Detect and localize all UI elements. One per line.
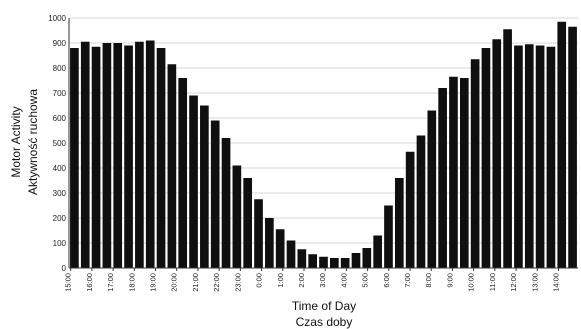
y-tick-label: 300 — [53, 189, 67, 198]
bar — [384, 205, 393, 268]
bar — [189, 95, 198, 268]
x-tick-label: 11:00 — [488, 273, 497, 291]
bar — [286, 240, 296, 268]
y-tick-label: 500 — [53, 139, 67, 148]
y-axis-title-line-2: Aktywność ruchowa — [26, 89, 40, 195]
bar — [470, 59, 480, 268]
x-tick-label: 21:00 — [191, 273, 200, 292]
bar — [340, 258, 350, 268]
y-tick-label: 800 — [53, 64, 67, 73]
y-tick-label: 600 — [53, 114, 67, 123]
bar — [265, 218, 274, 268]
x-tick-label: 19:00 — [149, 273, 158, 292]
bar — [546, 46, 556, 268]
x-tick-label: 1:00 — [276, 273, 285, 288]
bar — [481, 48, 491, 268]
x-tick-label: 0:00 — [255, 273, 264, 288]
bar — [275, 229, 285, 268]
bar — [232, 165, 242, 268]
y-tick-label: 700 — [53, 89, 67, 98]
bar — [459, 78, 469, 268]
bar — [514, 45, 523, 268]
bar — [373, 235, 382, 268]
bar — [568, 26, 577, 268]
bar — [449, 76, 458, 268]
x-tick-label: 14:00 — [551, 273, 560, 292]
x-tick-label: 5:00 — [361, 273, 370, 288]
x-tick-label: 7:00 — [403, 273, 412, 288]
x-tick-label: 8:00 — [424, 273, 433, 288]
x-tick-label: 3:00 — [318, 273, 327, 288]
bar — [200, 105, 209, 268]
x-tick-label: 18:00 — [127, 273, 136, 292]
y-tick-label: 200 — [53, 214, 67, 223]
bar — [156, 48, 166, 268]
bar — [297, 249, 307, 268]
x-tick-label: 23:00 — [233, 273, 242, 292]
x-tick-label: 15:00 — [64, 273, 73, 292]
x-tick-label: 12:00 — [509, 273, 518, 292]
bar — [70, 48, 79, 268]
bar — [557, 21, 567, 268]
y-tick-label: 1000 — [48, 14, 66, 23]
y-tick-label: 100 — [53, 239, 67, 248]
bar — [308, 254, 317, 268]
ticks-layer: 0 100 200 300 400 500 600 700 800 900 1000 15:00 16:… — [48, 14, 560, 292]
x-tick-label: 13:00 — [530, 273, 539, 292]
x-tick-label: 2:00 — [297, 273, 306, 288]
bar — [535, 45, 545, 268]
bar — [362, 248, 372, 268]
x-tick-label: 20:00 — [170, 273, 179, 292]
grid-layer — [69, 17, 578, 269]
x-axis-title-line-2: Czas doby — [296, 315, 353, 329]
x-axis-title-line-1: Time of Day — [292, 299, 356, 313]
y-axis-title-line-1: Motor Activity — [9, 106, 23, 177]
bar — [503, 29, 512, 268]
bar — [178, 78, 188, 268]
bar — [405, 151, 415, 268]
bar — [145, 40, 155, 268]
bar — [254, 199, 263, 268]
y-tick-label: 900 — [53, 39, 67, 48]
bar — [80, 41, 90, 268]
x-tick-label: 9:00 — [445, 273, 454, 288]
bar — [135, 41, 144, 268]
bar — [394, 178, 404, 268]
x-tick-label: 17:00 — [106, 273, 115, 292]
x-tick-label: 22:00 — [212, 273, 221, 292]
bar — [492, 39, 502, 268]
bar — [243, 178, 253, 268]
bar — [319, 256, 328, 268]
bar — [427, 110, 437, 268]
bar — [416, 135, 426, 268]
bar — [113, 43, 123, 268]
bar — [221, 138, 231, 268]
bar — [210, 120, 220, 268]
axes-layer — [68, 18, 578, 269]
bars-layer — [70, 21, 577, 268]
bar — [330, 258, 339, 268]
bar — [524, 44, 534, 268]
bar — [91, 46, 101, 268]
bar — [438, 88, 447, 268]
bar — [167, 64, 177, 268]
bar — [102, 43, 112, 268]
x-tick-label: 10:00 — [467, 273, 476, 292]
bar — [351, 253, 361, 268]
bar — [124, 45, 133, 268]
y-tick-label: 400 — [53, 164, 67, 173]
x-tick-label: 16:00 — [85, 273, 94, 292]
x-tick-label: 6:00 — [382, 273, 391, 288]
y-tick-label: 0 — [62, 264, 67, 273]
x-tick-label: 4:00 — [339, 273, 348, 288]
